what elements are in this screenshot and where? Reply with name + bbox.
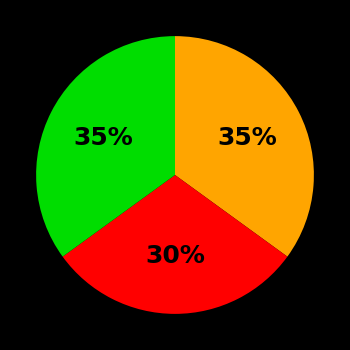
Wedge shape (175, 36, 314, 257)
Text: 30%: 30% (145, 244, 205, 267)
Wedge shape (63, 175, 287, 314)
Wedge shape (36, 36, 175, 257)
Text: 35%: 35% (74, 126, 133, 150)
Text: 35%: 35% (217, 126, 276, 150)
